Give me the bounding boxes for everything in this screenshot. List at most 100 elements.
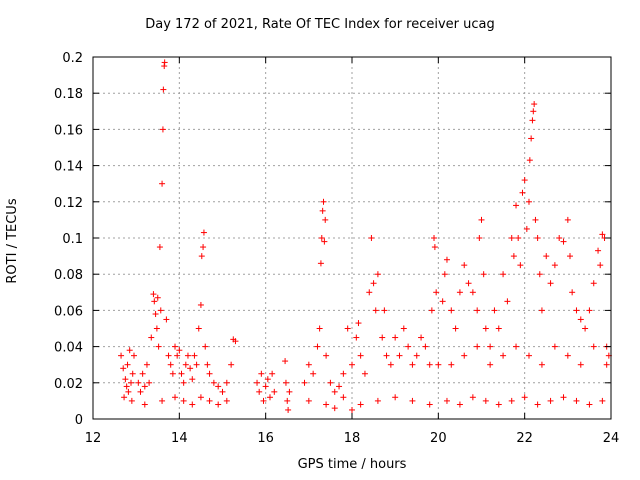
data-point: [284, 397, 291, 404]
data-point: [340, 370, 347, 377]
data-point: [526, 157, 533, 164]
data-point: [469, 394, 476, 401]
data-point: [577, 361, 584, 368]
data-point: [197, 394, 204, 401]
data-point: [566, 253, 573, 260]
data-point: [322, 216, 329, 223]
data-point: [500, 271, 507, 278]
data-point: [139, 370, 146, 377]
y-tick-label: 0.02: [54, 377, 83, 392]
y-tick-label: 0.04: [54, 341, 83, 356]
data-point: [125, 388, 132, 395]
data-point: [515, 235, 522, 241]
data-point: [258, 370, 265, 377]
data-point: [534, 235, 541, 241]
data-point: [137, 388, 144, 395]
data-point: [232, 338, 239, 345]
data-point: [353, 334, 360, 341]
data-point: [513, 343, 520, 350]
data-point: [491, 307, 498, 314]
data-point: [210, 379, 217, 386]
data-point: [121, 394, 128, 401]
data-point: [547, 280, 554, 287]
x-tick-label: 14: [171, 431, 188, 446]
data-point: [357, 352, 364, 359]
x-tick-label: 18: [344, 431, 361, 446]
data-point: [150, 291, 157, 298]
data-point: [525, 352, 532, 359]
data-point: [317, 260, 324, 267]
data-point: [521, 177, 528, 184]
data-point: [448, 361, 455, 368]
data-point: [282, 358, 289, 365]
data-point: [370, 280, 377, 287]
data-point: [560, 394, 567, 401]
data-point: [461, 262, 468, 269]
data-point: [219, 388, 226, 395]
data-point: [426, 401, 433, 408]
data-point: [372, 307, 379, 314]
data-point: [165, 352, 172, 359]
data-point: [530, 108, 537, 115]
data-point: [374, 271, 381, 278]
data-point: [327, 379, 334, 386]
data-point: [599, 397, 606, 404]
data-point: [157, 307, 164, 314]
data-point: [443, 256, 450, 263]
y-tick-label: 0.18: [54, 87, 83, 102]
data-point: [344, 325, 351, 332]
data-point: [508, 235, 515, 241]
data-point: [409, 397, 416, 404]
data-point: [400, 325, 407, 332]
data-point: [532, 216, 539, 223]
data-point: [564, 352, 571, 359]
data-point: [174, 352, 181, 359]
data-point: [169, 370, 176, 377]
data-point: [146, 379, 153, 386]
data-point: [301, 379, 308, 386]
data-point: [379, 334, 386, 341]
data-point: [323, 352, 330, 359]
data-point: [368, 235, 375, 241]
data-point: [556, 235, 563, 241]
data-point: [321, 238, 328, 245]
data-point: [597, 262, 604, 269]
data-point: [538, 361, 545, 368]
data-point: [538, 307, 545, 314]
data-point: [180, 379, 187, 386]
data-point: [428, 307, 435, 314]
data-point: [143, 361, 150, 368]
data-point: [573, 397, 580, 404]
data-point: [215, 401, 222, 408]
data-point: [127, 379, 134, 386]
data-point: [120, 365, 127, 372]
y-tick-label: 0.14: [54, 160, 83, 175]
data-point: [254, 379, 261, 386]
x-tick-label: 20: [430, 431, 447, 446]
data-point: [129, 370, 136, 377]
data-point: [508, 397, 515, 404]
data-point: [154, 294, 161, 301]
data-point: [396, 352, 403, 359]
data-point: [510, 253, 517, 260]
data-point: [387, 361, 394, 368]
data-point: [443, 397, 450, 404]
data-point: [156, 244, 163, 251]
x-tick-label: 12: [85, 431, 102, 446]
data-point: [163, 316, 170, 323]
data-point: [118, 352, 125, 359]
y-tick-label: 0.16: [54, 123, 83, 138]
data-point: [536, 271, 543, 278]
y-tick-label: 0.06: [54, 304, 83, 319]
data-point: [148, 334, 155, 341]
data-point: [193, 361, 200, 368]
data-point: [128, 397, 135, 404]
data-point: [528, 135, 535, 142]
data-point: [418, 334, 425, 341]
data-point: [586, 307, 593, 314]
data-point: [151, 298, 158, 305]
x-tick-label: 24: [603, 431, 620, 446]
data-point: [320, 198, 327, 205]
data-point: [262, 383, 269, 390]
